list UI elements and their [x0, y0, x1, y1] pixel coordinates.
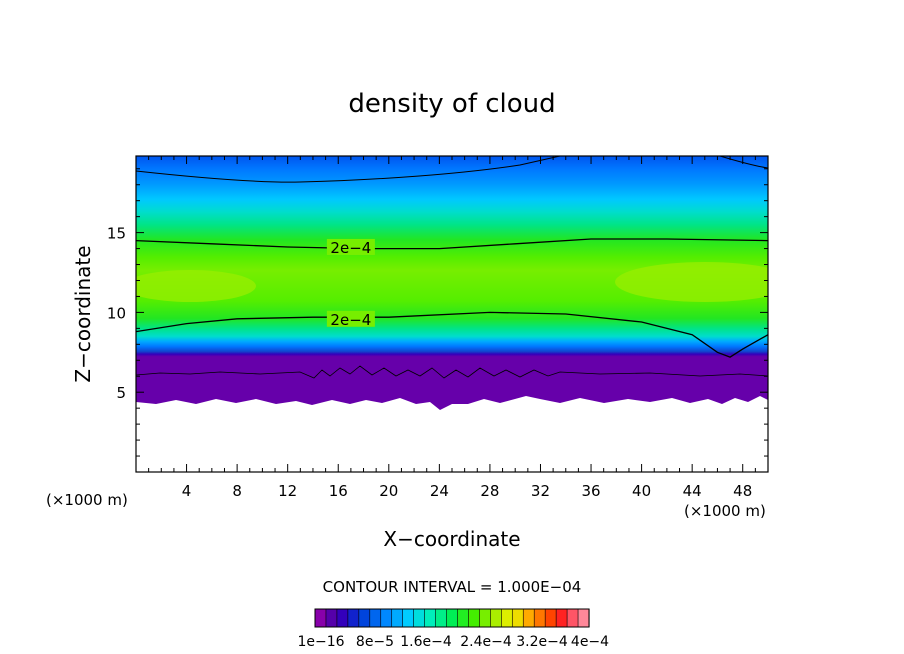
colorbar-swatch: [314, 608, 327, 628]
y-tick-labels: 5 10 15: [107, 225, 126, 403]
contour-label-bg: [326, 238, 375, 255]
x-unit-left: (×1000 m): [46, 491, 128, 509]
colorbar-tick-labels: 1e−16 8e−5 1.6e−4 2.4e−4 3.2e−4 4e−4: [297, 634, 609, 650]
x-tick-label: 28: [480, 482, 499, 500]
colorbar-swatch: [325, 608, 338, 628]
colorbar-swatch: [490, 608, 502, 628]
y-axis-ticks: [136, 168, 768, 457]
x-tick-label: 12: [278, 482, 297, 500]
colorbar-swatch: [577, 608, 590, 628]
colorbar-swatch: [468, 608, 481, 628]
colorbar-swatch: [380, 608, 393, 628]
colorbar: [314, 608, 590, 628]
colorbar-swatch: [511, 608, 524, 628]
x-tick-label: 32: [531, 482, 550, 500]
colorbar-swatch: [501, 608, 513, 628]
colorbar-tick-label: 4e−4: [571, 634, 609, 650]
contour-labels: 2e−4 2e−4: [326, 238, 375, 329]
colorbar-swatch: [479, 608, 491, 628]
x-tick-label: 44: [683, 482, 702, 500]
contour-label: 2e−4: [330, 239, 371, 257]
colorbar-swatch: [347, 608, 360, 628]
colorbar-swatch: [402, 608, 415, 628]
y-axis-label: Z−coordinate: [71, 245, 95, 382]
colorbar-swatch: [446, 608, 459, 628]
x-tick-label: 20: [379, 482, 398, 500]
y-tick-label: 5: [116, 384, 126, 402]
colorbar-swatch: [435, 608, 448, 628]
colorbar-swatch: [457, 608, 470, 628]
x-axis-label: X−coordinate: [383, 527, 520, 551]
colorbar-swatch: [522, 608, 535, 628]
x-tick-label: 40: [632, 482, 651, 500]
colorbar-frame: [314, 608, 590, 628]
y-tick-label: 15: [107, 225, 126, 243]
colorbar-swatch: [358, 608, 371, 628]
colorbar-tick-label: 1.6e−4: [400, 634, 452, 650]
colorbar-swatch: [566, 608, 579, 628]
colorbar-swatch: [533, 608, 546, 628]
field-maximum-left: [136, 270, 256, 302]
colorbar-swatch: [391, 608, 404, 628]
contour-2e-4-upper: [136, 238, 768, 250]
colorbar-swatch: [544, 608, 557, 628]
x-tick-label: 4: [182, 482, 192, 500]
ragged-cloud-base: [136, 365, 768, 379]
colorbar-tick-label: 1e−16: [297, 634, 344, 650]
colorbar-swatch: [424, 608, 437, 628]
x-tick-label: 8: [232, 482, 242, 500]
contour-label-bg: [326, 310, 375, 327]
y-tick-label: 10: [107, 304, 126, 322]
colorbar-swatch: [555, 608, 568, 628]
colorbar-tick-label: 3.2e−4: [516, 634, 568, 650]
colorbar-swatch: [369, 608, 382, 628]
colorbar-swatch: [336, 608, 349, 628]
x-tick-labels: 4 8 12 16 20 24 28 32 36 40 44 48: [182, 482, 752, 500]
x-axis-ticks: [148, 156, 756, 472]
cloud-density-field: [136, 156, 768, 410]
contour-interval-label: CONTOUR INTERVAL = 1.000E−04: [323, 578, 582, 596]
contour-2e-4-lower: [136, 311, 768, 358]
colorbar-swatch: [413, 608, 426, 628]
contour-label: 2e−4: [330, 311, 371, 329]
colorbar-tick-label: 2.4e−4: [460, 634, 512, 650]
x-unit-right: (×1000 m): [684, 502, 766, 520]
chart-title: density of cloud: [348, 89, 555, 119]
plot-area: 2e−4 2e−4: [136, 156, 768, 472]
x-tick-label: 24: [430, 482, 449, 500]
x-tick-label: 36: [581, 482, 600, 500]
x-tick-label: 16: [329, 482, 348, 500]
x-tick-label: 48: [733, 482, 752, 500]
contour-1e-4-top: [136, 156, 768, 183]
colorbar-tick-label: 8e−5: [356, 634, 394, 650]
field-maximum-right: [615, 262, 768, 302]
